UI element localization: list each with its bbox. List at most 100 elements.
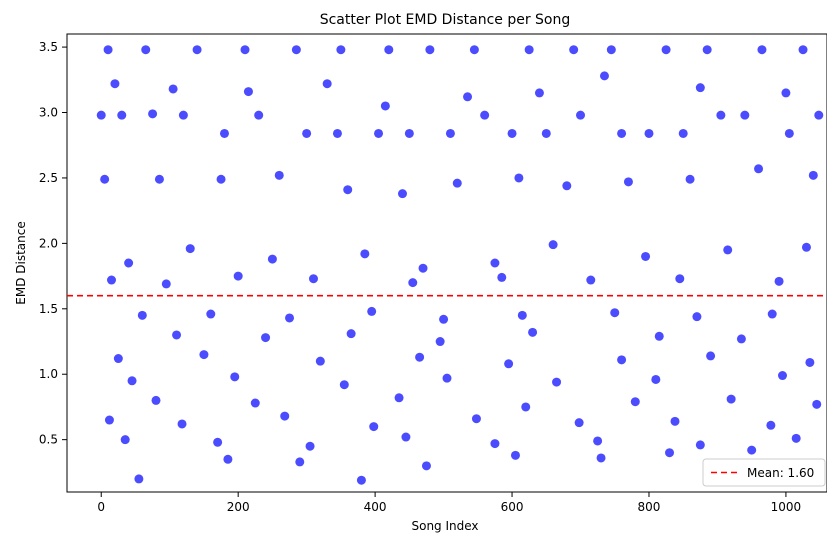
data-point xyxy=(274,170,284,180)
data-point xyxy=(322,79,332,89)
data-point xyxy=(747,445,757,455)
data-point xyxy=(305,441,315,451)
data-point xyxy=(623,177,633,187)
chart-title: Scatter Plot EMD Distance per Song xyxy=(320,12,571,28)
legend: Mean: 1.60 xyxy=(702,458,826,487)
data-point xyxy=(315,356,325,366)
data-point xyxy=(706,351,716,361)
data-point xyxy=(178,110,188,120)
data-point xyxy=(814,110,824,120)
x-tick-label: 400 xyxy=(364,500,387,514)
data-point xyxy=(117,110,127,120)
data-point xyxy=(471,414,481,424)
data-point xyxy=(384,45,394,55)
data-point xyxy=(360,249,370,259)
data-point xyxy=(702,45,712,55)
data-point xyxy=(439,314,449,324)
data-point xyxy=(562,181,572,191)
data-point xyxy=(141,45,151,55)
data-point xyxy=(685,174,695,184)
data-point xyxy=(223,454,233,464)
data-point xyxy=(654,331,664,341)
y-tick-label: 2.5 xyxy=(39,171,58,185)
data-point xyxy=(490,258,500,268)
data-point xyxy=(172,330,182,340)
data-point xyxy=(367,306,377,316)
data-point xyxy=(240,45,250,55)
data-point xyxy=(507,128,517,138)
y-tick-label: 3.0 xyxy=(39,106,58,120)
data-point xyxy=(120,435,130,445)
x-axis-label: Song Index xyxy=(411,519,478,533)
data-point xyxy=(692,312,702,322)
y-axis-ticks: 0.5 1.0 1.5 2.0 2.5 3.0 3.5 xyxy=(39,40,67,447)
data-point xyxy=(606,45,616,55)
data-point xyxy=(670,416,680,426)
data-point xyxy=(586,275,596,285)
data-point xyxy=(285,313,295,323)
data-point xyxy=(521,402,531,412)
data-point xyxy=(767,309,777,319)
data-point xyxy=(784,128,794,138)
data-point xyxy=(641,251,651,261)
data-point xyxy=(678,128,688,138)
data-point xyxy=(418,263,428,273)
y-tick-label: 0.5 xyxy=(39,433,58,447)
plot-area xyxy=(66,33,827,493)
data-point xyxy=(137,310,147,320)
data-point xyxy=(415,352,425,362)
data-point xyxy=(651,374,661,384)
y-axis-label: EMD Distance xyxy=(14,221,28,304)
data-point xyxy=(425,45,435,55)
data-point xyxy=(250,398,260,408)
data-point xyxy=(199,350,209,360)
data-point xyxy=(695,440,705,450)
data-point xyxy=(757,45,767,55)
data-point xyxy=(726,394,736,404)
y-tick-label: 2.0 xyxy=(39,236,58,250)
y-tick-label: 1.0 xyxy=(39,367,58,381)
data-point xyxy=(665,448,675,458)
data-point xyxy=(161,279,171,289)
data-point xyxy=(445,128,455,138)
data-point xyxy=(421,461,431,471)
data-point xyxy=(675,274,685,284)
data-point xyxy=(435,337,445,347)
data-point xyxy=(343,185,353,195)
data-point xyxy=(339,380,349,390)
data-point xyxy=(808,170,818,180)
data-point xyxy=(295,457,305,467)
data-point xyxy=(100,174,110,184)
data-point xyxy=(261,333,271,343)
data-point xyxy=(230,372,240,382)
data-point xyxy=(397,189,407,199)
x-tick-label: 0 xyxy=(97,500,105,514)
data-point xyxy=(233,271,243,281)
data-point xyxy=(401,432,411,442)
data-point xyxy=(151,395,161,405)
data-point xyxy=(107,275,117,285)
legend-mean-label: Mean: 1.60 xyxy=(747,466,814,480)
data-point xyxy=(695,83,705,93)
data-point xyxy=(369,422,379,432)
data-point xyxy=(254,110,264,120)
data-point xyxy=(736,334,746,344)
scatter-points xyxy=(96,45,824,485)
data-point xyxy=(754,164,764,174)
data-point xyxy=(127,376,137,386)
data-point xyxy=(661,45,671,55)
data-point xyxy=(96,110,106,120)
x-tick-label: 1000 xyxy=(771,500,802,514)
data-point xyxy=(291,45,301,55)
data-point xyxy=(524,45,534,55)
data-point xyxy=(267,254,277,264)
data-point xyxy=(185,244,195,254)
data-point xyxy=(408,278,418,288)
data-point xyxy=(148,109,158,119)
data-point xyxy=(791,433,801,443)
data-point xyxy=(110,79,120,89)
data-point xyxy=(452,178,462,188)
data-point xyxy=(346,329,356,339)
x-tick-label: 600 xyxy=(501,500,524,514)
